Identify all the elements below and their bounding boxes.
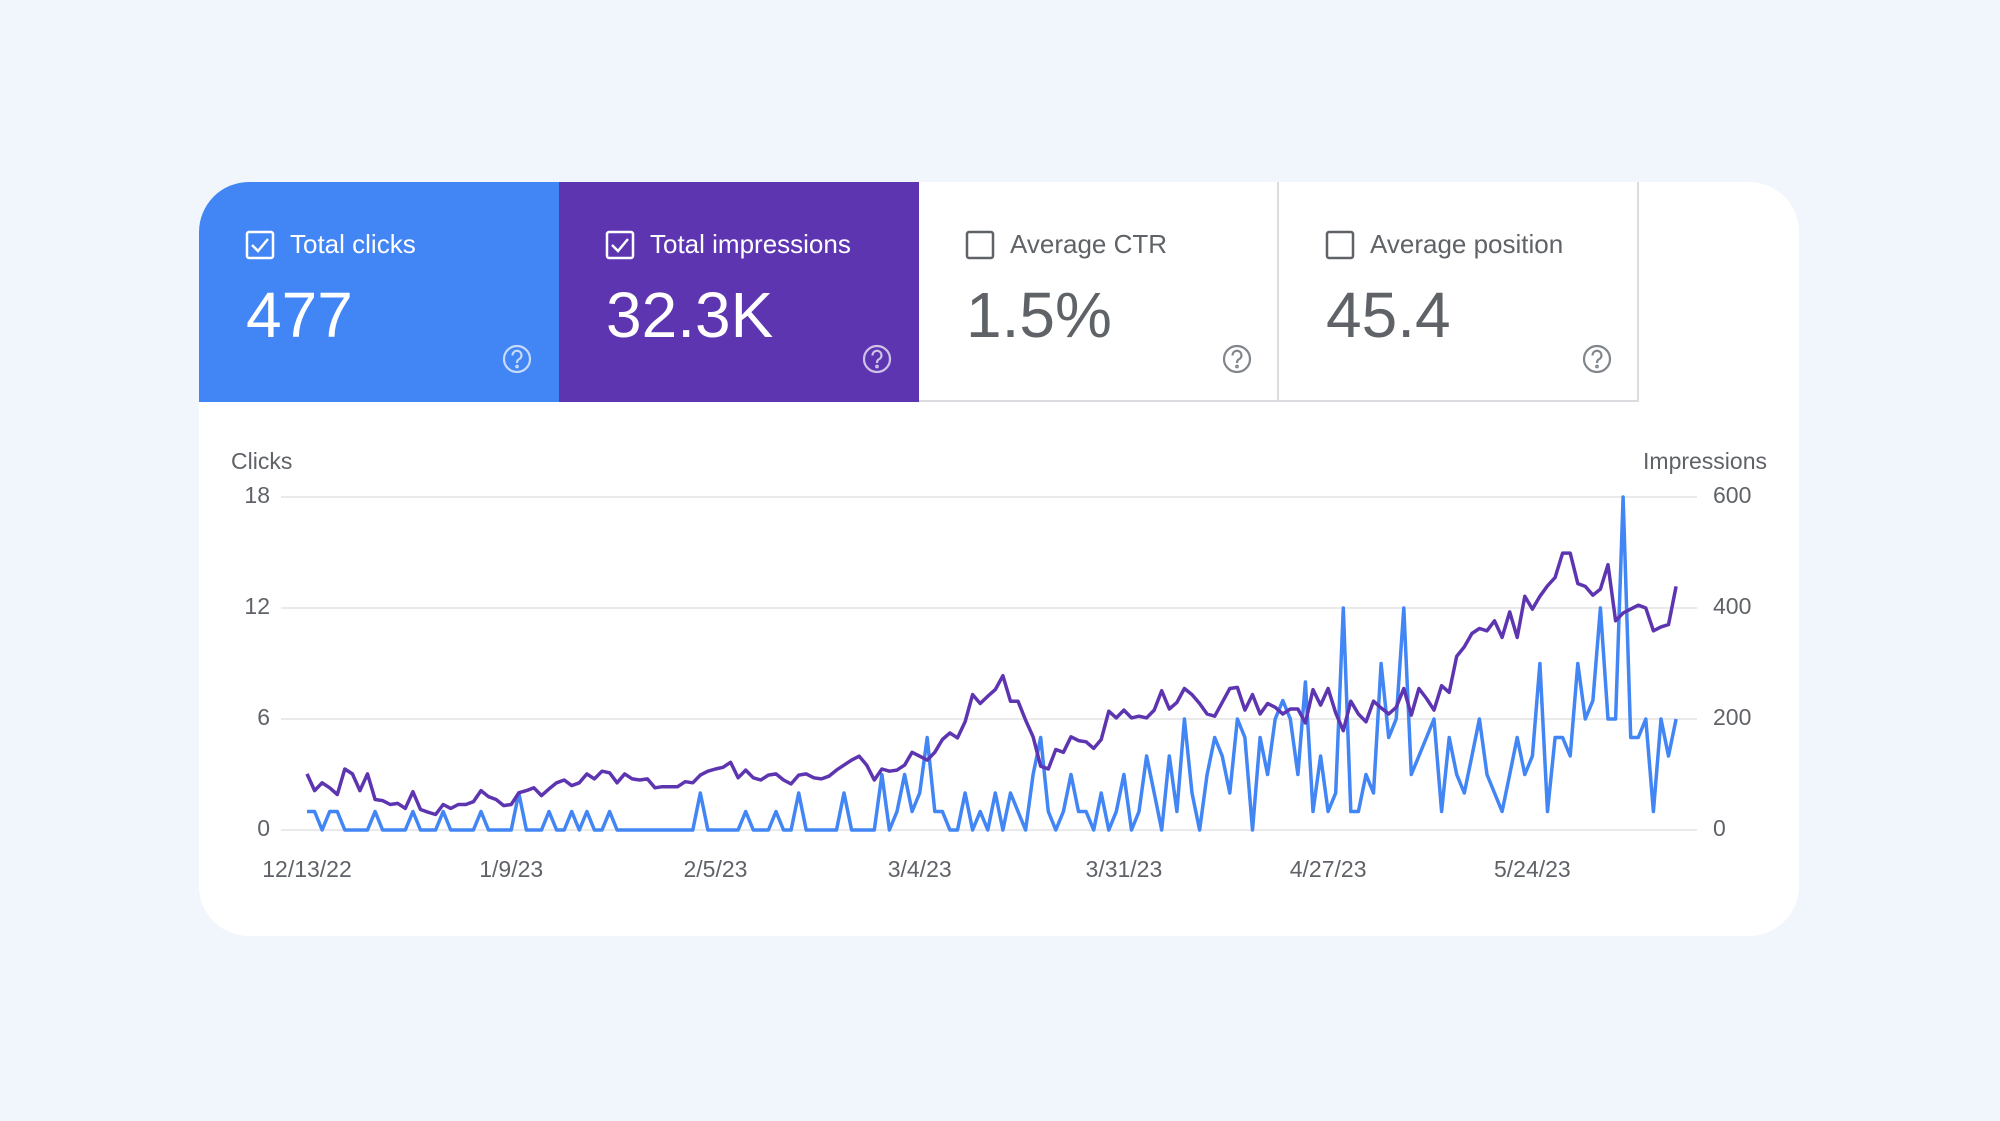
help-icon[interactable] (502, 344, 532, 374)
metric-label: Total impressions (650, 229, 851, 259)
y-tick-label: 18 (244, 482, 270, 508)
y2-tick-label: 400 (1713, 593, 1751, 619)
y2-tick-label: 0 (1713, 815, 1726, 841)
help-circle (1222, 344, 1252, 374)
y2-tick-label: 200 (1713, 704, 1751, 730)
help-icon[interactable] (862, 344, 892, 374)
help-glyph (871, 349, 883, 364)
series-line (307, 495, 1678, 832)
metric-label: Average position (1370, 229, 1564, 259)
metric-value: 45.4 (1326, 279, 1451, 351)
help-icon[interactable] (1222, 344, 1252, 374)
y-tick-label: 6 (257, 704, 270, 730)
x-tick-label: 3/4/23 (888, 856, 952, 882)
x-tick-label: 4/27/23 (1290, 856, 1367, 882)
card-icons (245, 230, 532, 374)
help-dot (515, 364, 519, 369)
metric-value: 477 (246, 279, 353, 351)
checkmark (251, 238, 269, 253)
card-icons (605, 230, 892, 374)
y2-axis-title: Impressions (1643, 448, 1767, 474)
metric-value: 1.5% (966, 279, 1112, 351)
metric-value: 32.3K (606, 279, 774, 351)
help-glyph (1591, 349, 1603, 364)
x-tick-label: 2/5/23 (683, 856, 747, 882)
help-dot (1235, 364, 1239, 369)
help-circle (502, 344, 532, 374)
metric-card[interactable]: Total impressions 32.3K (559, 182, 919, 402)
help-dot (1595, 364, 1599, 369)
x-tick-label: 1/9/23 (479, 856, 543, 882)
y2-tick-label: 600 (1713, 482, 1751, 508)
help-glyph (511, 349, 523, 364)
metric-card[interactable]: Average position 45.4 (1279, 182, 1639, 402)
metric-card[interactable]: Total clicks 477 (199, 182, 559, 402)
help-circle (862, 344, 892, 374)
card-icons (965, 230, 1252, 374)
checkbox[interactable] (245, 230, 275, 260)
checkmark (611, 238, 629, 253)
y-axis-title: Clicks (231, 448, 292, 474)
metric-card[interactable]: Average CTR 1.5% (919, 182, 1279, 402)
x-tick-label: 12/13/22 (262, 856, 352, 882)
checkbox[interactable] (605, 230, 635, 260)
help-dot (875, 364, 879, 369)
checkbox[interactable] (965, 230, 995, 260)
series-line (305, 551, 1678, 817)
x-tick-label: 3/31/23 (1086, 856, 1163, 882)
help-icon[interactable] (1582, 344, 1612, 374)
help-circle (1582, 344, 1612, 374)
y-tick-label: 0 (257, 815, 270, 841)
metric-label: Total clicks (290, 229, 416, 259)
help-glyph (1231, 349, 1243, 364)
checkbox[interactable] (1325, 230, 1355, 260)
x-tick-label: 5/24/23 (1494, 856, 1571, 882)
y-tick-label: 12 (244, 593, 270, 619)
metric-label: Average CTR (1010, 229, 1168, 259)
card-icons (1325, 230, 1612, 374)
